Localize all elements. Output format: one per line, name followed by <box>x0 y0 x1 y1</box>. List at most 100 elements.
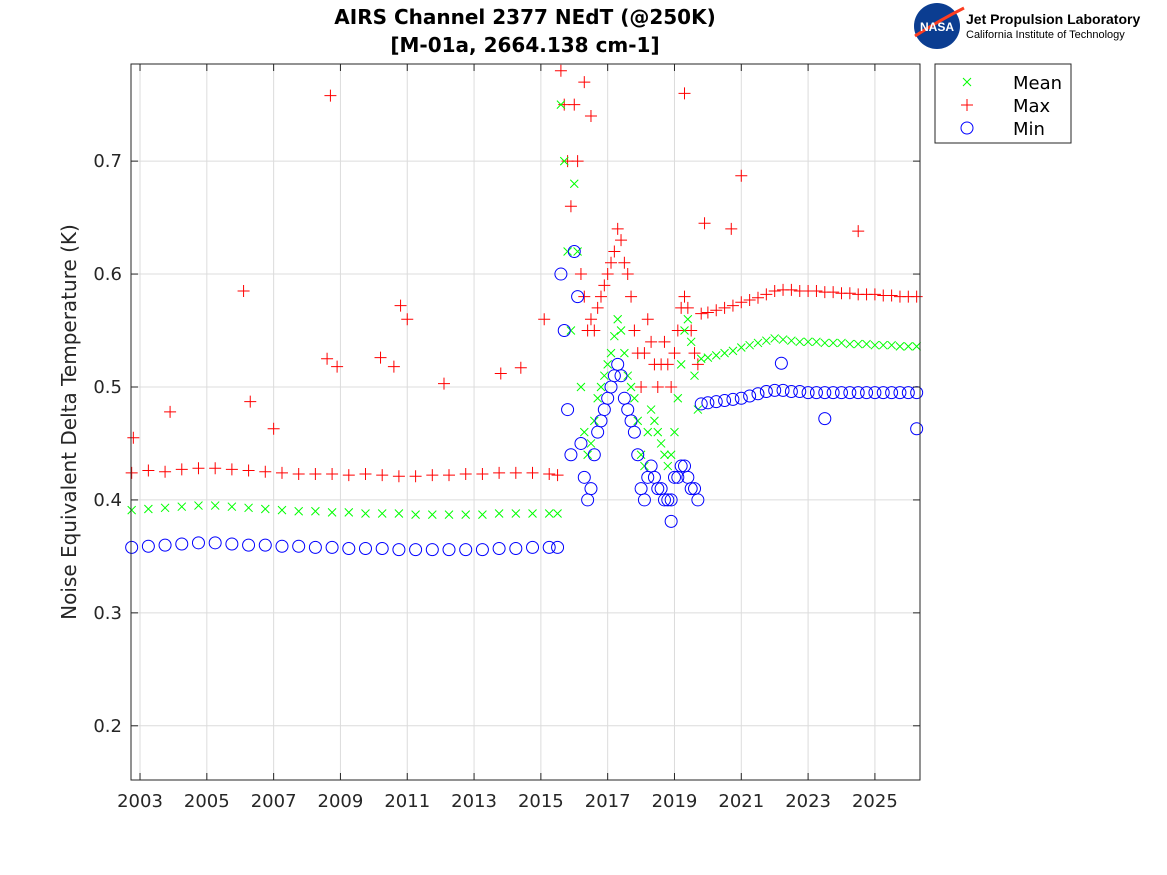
max-point <box>259 465 272 478</box>
mean-point <box>870 340 880 350</box>
mean-point <box>646 405 656 414</box>
mean-point <box>494 509 504 518</box>
max-point <box>142 464 155 477</box>
min-point <box>793 385 807 399</box>
mean-point <box>586 439 596 448</box>
x-tick-label: 2011 <box>384 791 430 812</box>
min-point <box>158 538 172 552</box>
min-point <box>784 385 798 399</box>
x-tick-label: 2007 <box>251 791 297 812</box>
min-point <box>651 482 665 496</box>
max-point <box>175 463 188 476</box>
mean-point <box>613 314 623 324</box>
legend-label-min: Min <box>1013 119 1045 140</box>
y-tick-label: 0.7 <box>93 151 122 172</box>
min-point <box>860 386 874 400</box>
max-point <box>661 358 674 371</box>
jpl-name: Jet Propulsion Laboratory <box>966 11 1140 27</box>
plot-frame <box>130 63 921 781</box>
max-outlier-point <box>584 109 597 122</box>
mean-point <box>556 100 566 110</box>
max-point <box>601 268 614 281</box>
mean-point <box>895 341 905 351</box>
mean-point <box>620 348 629 358</box>
max-point <box>625 290 638 303</box>
max-point <box>342 469 355 482</box>
legend-label-mean: Mean <box>1013 73 1062 94</box>
mean-point <box>573 247 582 256</box>
min-outlier-point <box>774 356 788 370</box>
max-point <box>568 98 581 111</box>
mean-point <box>511 509 521 518</box>
min-point <box>910 386 924 400</box>
max-point <box>598 279 611 292</box>
min-point <box>759 385 773 399</box>
mean-point <box>653 427 663 437</box>
mean-point <box>770 334 780 343</box>
mean-point <box>837 338 846 348</box>
mean-point <box>623 371 633 381</box>
min-point <box>617 391 631 405</box>
mean-point <box>693 405 703 414</box>
min-point <box>726 392 740 406</box>
min-point <box>392 543 406 557</box>
mean-point <box>544 509 554 518</box>
jpl-logo: NASA Jet Propulsion Laboratory Californi… <box>914 3 1140 49</box>
min-point <box>901 386 915 400</box>
mean-point <box>603 360 613 369</box>
mean-point <box>787 336 796 346</box>
min-point <box>125 540 139 554</box>
mean-point <box>277 505 287 515</box>
max-outlier-point <box>514 361 527 374</box>
min-point <box>526 540 540 554</box>
mean-point <box>210 501 220 510</box>
max-outlier-point <box>244 395 257 408</box>
x-tick-label: 2009 <box>318 791 364 812</box>
mean-point <box>745 340 754 350</box>
max-point <box>443 469 456 482</box>
mean-point <box>569 179 579 189</box>
mean-point <box>606 348 616 358</box>
mean-point <box>144 504 153 514</box>
min-point <box>591 425 605 439</box>
max-point <box>426 469 439 482</box>
max-point <box>701 306 714 319</box>
min-point <box>809 386 823 400</box>
grid-lines <box>131 64 920 780</box>
min-point <box>678 459 692 473</box>
mean-point <box>686 337 696 347</box>
max-point <box>591 301 604 314</box>
mean-point <box>596 382 606 392</box>
min-point <box>597 403 611 417</box>
legend-label-max: Max <box>1013 96 1051 117</box>
max-point <box>615 234 628 247</box>
max-point <box>292 467 305 480</box>
mean-point <box>887 340 896 350</box>
max-point <box>785 283 798 296</box>
min-point <box>661 493 675 507</box>
max-point <box>691 358 704 371</box>
max-point <box>543 467 556 480</box>
min-point <box>574 436 588 450</box>
mean-point <box>579 427 589 437</box>
min-point <box>664 493 678 507</box>
min-point <box>492 541 506 555</box>
max-point <box>359 467 372 480</box>
min-point <box>587 448 601 462</box>
min-point <box>614 369 628 383</box>
min-point <box>561 403 575 417</box>
chart-title-line1: AIRS Channel 2377 NEdT (@250K) <box>334 5 715 29</box>
mean-point <box>643 427 653 437</box>
mean-point <box>878 340 888 350</box>
mean-point <box>630 393 639 403</box>
mean-point <box>427 510 437 519</box>
min-point <box>876 386 890 400</box>
mean-point <box>820 338 830 348</box>
max-point <box>910 290 923 303</box>
max-point <box>275 466 288 479</box>
mean-point <box>690 371 699 381</box>
mean-point <box>670 427 679 437</box>
min-point <box>644 459 658 473</box>
mean-point <box>177 502 187 512</box>
